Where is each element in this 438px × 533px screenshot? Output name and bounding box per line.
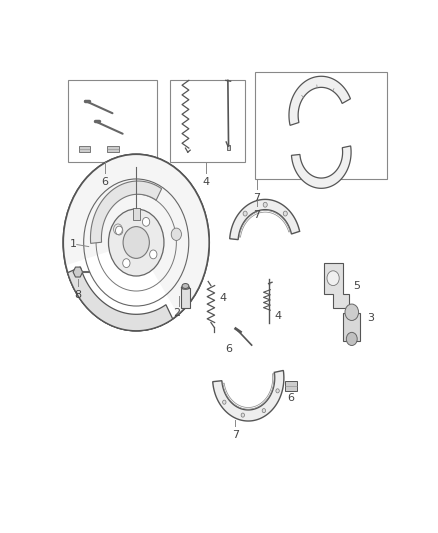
Text: 3: 3 — [367, 313, 374, 324]
Bar — [78, 147, 90, 152]
Circle shape — [345, 304, 359, 320]
Text: 8: 8 — [74, 290, 81, 300]
Bar — [343, 313, 360, 341]
Circle shape — [283, 211, 287, 216]
Bar — [285, 381, 297, 391]
Polygon shape — [213, 370, 284, 421]
Circle shape — [116, 226, 123, 235]
Ellipse shape — [181, 286, 190, 289]
Text: 7: 7 — [232, 430, 239, 440]
Bar — [181, 288, 190, 308]
Text: 6: 6 — [102, 177, 109, 187]
Circle shape — [243, 211, 247, 216]
Bar — [255, 72, 387, 179]
Circle shape — [263, 202, 267, 207]
Text: 4: 4 — [202, 177, 209, 187]
Text: 6: 6 — [287, 393, 294, 403]
Circle shape — [150, 250, 157, 259]
Circle shape — [123, 259, 130, 268]
Circle shape — [171, 228, 181, 240]
Circle shape — [241, 413, 244, 417]
Circle shape — [262, 409, 265, 413]
Bar — [107, 147, 119, 152]
Bar — [170, 80, 245, 163]
Circle shape — [327, 271, 339, 286]
Text: 7: 7 — [253, 193, 260, 203]
Polygon shape — [230, 199, 300, 240]
Circle shape — [346, 333, 357, 345]
Bar — [133, 207, 140, 220]
Text: 6: 6 — [226, 344, 233, 354]
Circle shape — [276, 389, 279, 393]
Circle shape — [109, 209, 164, 276]
Circle shape — [123, 227, 149, 259]
Text: 4: 4 — [219, 293, 226, 303]
Polygon shape — [289, 76, 350, 125]
Text: 2: 2 — [173, 308, 180, 318]
Bar — [227, 145, 230, 150]
Circle shape — [223, 400, 226, 404]
Polygon shape — [324, 263, 350, 308]
Text: 7: 7 — [253, 209, 260, 220]
Polygon shape — [291, 146, 351, 188]
Bar — [68, 80, 157, 163]
Ellipse shape — [182, 284, 189, 288]
Polygon shape — [91, 181, 162, 244]
Polygon shape — [73, 267, 83, 277]
Polygon shape — [66, 243, 178, 330]
Polygon shape — [67, 267, 173, 330]
Text: 1: 1 — [70, 239, 77, 249]
Circle shape — [142, 217, 150, 227]
Text: 5: 5 — [353, 280, 360, 290]
Text: 4: 4 — [275, 311, 282, 321]
Circle shape — [63, 154, 209, 330]
